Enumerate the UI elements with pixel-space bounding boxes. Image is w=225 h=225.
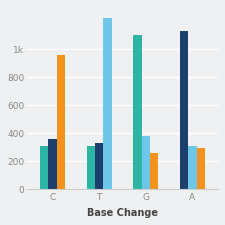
Bar	[87, 146, 95, 189]
Bar	[40, 146, 48, 189]
Bar	[197, 148, 205, 189]
X-axis label: Base Change: Base Change	[87, 208, 158, 218]
Bar	[57, 55, 65, 189]
Bar	[142, 136, 150, 189]
Bar	[180, 31, 188, 189]
Bar	[48, 139, 57, 189]
Bar	[188, 146, 197, 189]
Bar	[133, 35, 142, 189]
Bar	[104, 18, 112, 189]
Bar	[95, 143, 104, 189]
Bar	[150, 153, 158, 189]
